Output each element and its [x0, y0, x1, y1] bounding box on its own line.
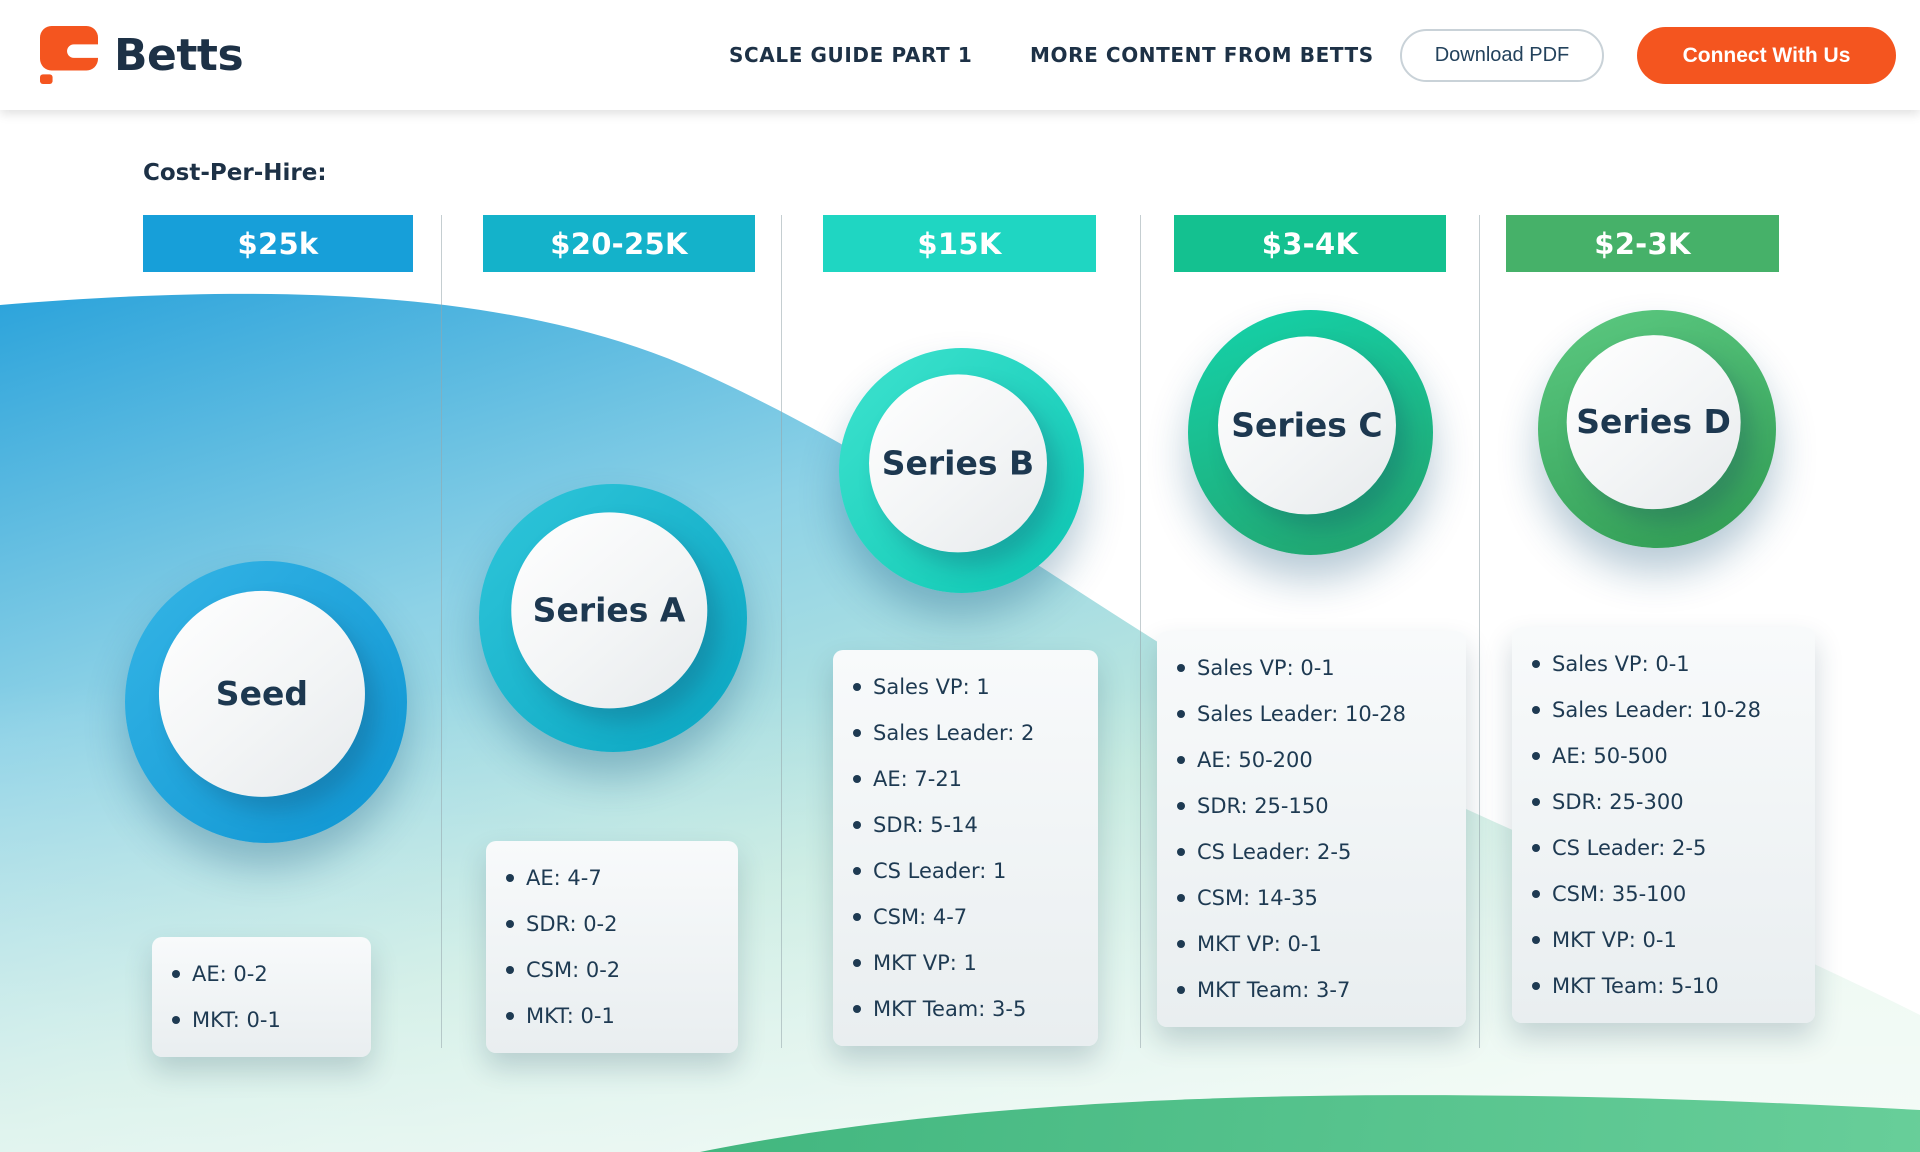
role-item: MKT VP: 1: [851, 940, 1080, 986]
stage-circle-inner: Series A: [511, 512, 707, 708]
stage-circle-inner: Series D: [1566, 335, 1741, 509]
stage-circle-inner: Seed: [158, 590, 365, 797]
stage-label: Series C: [1231, 405, 1383, 445]
cost-per-hire-label: Cost-Per-Hire:: [143, 160, 327, 186]
column-divider: [441, 215, 442, 1048]
role-item: MKT Team: 3-5: [851, 986, 1080, 1032]
role-item: Sales VP: 0-1: [1530, 641, 1797, 687]
stage-circle-series-d: Series D: [1538, 310, 1776, 548]
role-item: CSM: 0-2: [504, 947, 720, 993]
header: Betts SCALE GUIDE PART 1 MORE CONTENT FR…: [0, 0, 1920, 110]
roles-list: Sales VP: 0-1 Sales Leader: 10-28 AE: 50…: [1530, 641, 1797, 1009]
cost-banner-series-b: $15K: [823, 215, 1096, 272]
betts-logo-icon: [40, 26, 98, 84]
role-item: MKT: 0-1: [504, 993, 720, 1039]
stage-circle-series-a: Series A: [479, 484, 747, 752]
column-divider: [1479, 215, 1480, 1048]
stage-circle-seed: Seed: [125, 561, 407, 843]
roles-card-series-c: Sales VP: 0-1 Sales Leader: 10-28 AE: 50…: [1157, 631, 1466, 1027]
role-item: AE: 50-200: [1175, 737, 1448, 783]
roles-list: Sales VP: 1 Sales Leader: 2 AE: 7-21 SDR…: [851, 664, 1080, 1032]
role-item: Sales Leader: 10-28: [1530, 687, 1797, 733]
stage-label: Series D: [1576, 402, 1731, 442]
role-item: CSM: 35-100: [1530, 871, 1797, 917]
role-item: CS Leader: 1: [851, 848, 1080, 894]
stage-circle-series-c: Series C: [1188, 310, 1433, 555]
stage-circle-inner: Series C: [1217, 335, 1397, 515]
cost-banner-seed: $25k: [143, 215, 413, 272]
role-item: AE: 4-7: [504, 855, 720, 901]
scale-guide-infographic: Cost-Per-Hire: $25k $20-25K $15K $3-4K $…: [0, 110, 1920, 1152]
roles-list: AE: 0-2 MKT: 0-1: [170, 951, 353, 1043]
roles-card-series-a: AE: 4-7 SDR: 0-2 CSM: 0-2 MKT: 0-1: [486, 841, 738, 1053]
role-item: CS Leader: 2-5: [1530, 825, 1797, 871]
role-item: MKT VP: 0-1: [1175, 921, 1448, 967]
cost-banner-series-c: $3-4K: [1174, 215, 1446, 272]
role-item: Sales Leader: 2: [851, 710, 1080, 756]
role-item: CSM: 14-35: [1175, 875, 1448, 921]
stage-circle-inner: Series B: [868, 373, 1048, 553]
connect-with-us-button[interactable]: Connect With Us: [1637, 27, 1896, 84]
role-item: AE: 0-2: [170, 951, 353, 997]
roles-card-series-d: Sales VP: 0-1 Sales Leader: 10-28 AE: 50…: [1512, 627, 1815, 1023]
nav-scale-guide-part-1[interactable]: SCALE GUIDE PART 1: [729, 43, 973, 67]
cost-banner-series-d: $2-3K: [1506, 215, 1779, 272]
role-item: SDR: 25-300: [1530, 779, 1797, 825]
download-pdf-button[interactable]: Download PDF: [1400, 29, 1604, 82]
role-item: MKT Team: 3-7: [1175, 967, 1448, 1013]
role-item: SDR: 25-150: [1175, 783, 1448, 829]
stage-label: Series A: [532, 590, 686, 630]
brand-name: Betts: [114, 29, 244, 81]
nav-more-content-from-betts[interactable]: MORE CONTENT FROM BETTS: [1030, 43, 1374, 67]
roles-card-seed: AE: 0-2 MKT: 0-1: [152, 937, 371, 1057]
role-item: AE: 50-500: [1530, 733, 1797, 779]
role-item: MKT: 0-1: [170, 997, 353, 1043]
stage-label: Series B: [881, 443, 1035, 483]
cost-banner-series-a: $20-25K: [483, 215, 755, 272]
role-item: Sales VP: 0-1: [1175, 645, 1448, 691]
role-item: AE: 7-21: [851, 756, 1080, 802]
brand-logo[interactable]: Betts: [40, 26, 244, 84]
role-item: CS Leader: 2-5: [1175, 829, 1448, 875]
roles-list: AE: 4-7 SDR: 0-2 CSM: 0-2 MKT: 0-1: [504, 855, 720, 1039]
stage-label: Seed: [215, 674, 308, 714]
role-item: SDR: 5-14: [851, 802, 1080, 848]
role-item: Sales Leader: 10-28: [1175, 691, 1448, 737]
column-divider: [781, 215, 782, 1048]
role-item: CSM: 4-7: [851, 894, 1080, 940]
roles-list: Sales VP: 0-1 Sales Leader: 10-28 AE: 50…: [1175, 645, 1448, 1013]
stage-circle-series-b: Series B: [839, 348, 1084, 593]
role-item: MKT Team: 5-10: [1530, 963, 1797, 1009]
role-item: SDR: 0-2: [504, 901, 720, 947]
roles-card-series-b: Sales VP: 1 Sales Leader: 2 AE: 7-21 SDR…: [833, 650, 1098, 1046]
role-item: MKT VP: 0-1: [1530, 917, 1797, 963]
role-item: Sales VP: 1: [851, 664, 1080, 710]
column-divider: [1140, 215, 1141, 1048]
